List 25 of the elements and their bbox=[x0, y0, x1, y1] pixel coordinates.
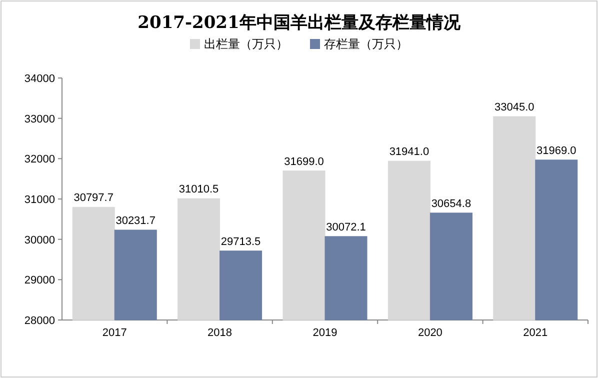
y-tick-label: 33000 bbox=[24, 113, 55, 126]
y-tick-label: 32000 bbox=[24, 154, 55, 166]
data-label: 31941.0 bbox=[389, 146, 430, 158]
data-label: 31969.0 bbox=[536, 144, 576, 157]
data-label: 29713.5 bbox=[220, 236, 261, 248]
data-label: 30072.1 bbox=[326, 221, 366, 234]
y-tick-label: 31000 bbox=[24, 194, 55, 206]
chart-title: 2017-2021年中国羊出栏量及存栏量情况 bbox=[138, 13, 462, 33]
legend-label: 出栏量（万只） bbox=[204, 37, 288, 51]
x-tick-label: 2018 bbox=[208, 327, 232, 339]
data-label: 31699.0 bbox=[284, 156, 324, 168]
x-tick-label: 2021 bbox=[523, 327, 548, 339]
data-label: 31010.5 bbox=[178, 184, 219, 196]
legend-label: 存栏量（万只） bbox=[324, 37, 408, 51]
x-tick-label: 2017 bbox=[102, 327, 127, 339]
data-label: 30797.7 bbox=[74, 192, 114, 204]
y-tick-label: 34000 bbox=[24, 73, 55, 85]
x-tick-label: 2020 bbox=[418, 327, 442, 339]
y-tick-label: 28000 bbox=[24, 315, 55, 327]
data-label: 30654.8 bbox=[431, 198, 472, 210]
y-tick-label: 29000 bbox=[24, 274, 55, 287]
data-label: 33045.0 bbox=[494, 102, 534, 114]
x-tick-label: 2019 bbox=[312, 327, 338, 339]
data-label: 30231.7 bbox=[116, 214, 156, 227]
y-tick-label: 30000 bbox=[24, 234, 55, 246]
